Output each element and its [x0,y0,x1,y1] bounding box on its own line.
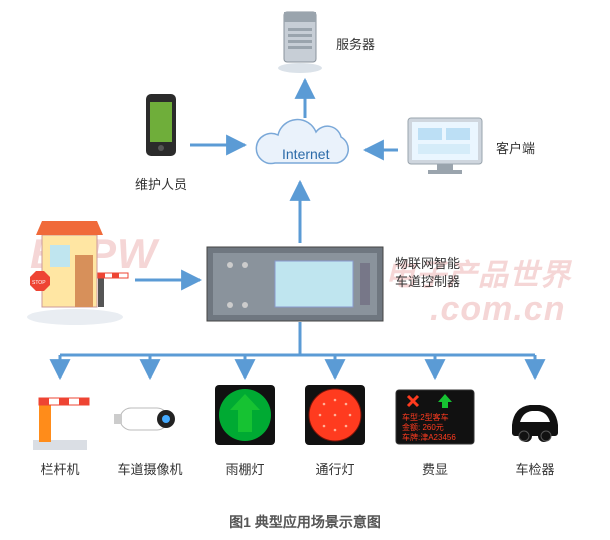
svg-text:车牌:津A23456: 车牌:津A23456 [402,432,456,442]
svg-text:金额: 260元: 金额: 260元 [402,422,444,432]
monitor-icon [400,112,490,177]
svg-text:STOP: STOP [32,280,46,286]
barrier-icon [25,380,95,455]
watermark-domain: .com.cn [430,290,565,329]
figure-caption: 图1 典型应用场景示意图 [0,512,610,532]
camera-label: 车道摄像机 [117,459,182,478]
server-node: 服务器 [270,8,330,78]
pass-light-label: 通行灯 [315,459,354,478]
client-label: 客户端 [496,138,535,157]
fee-display-icon: 车型:2型客车 金额: 260元 车牌:津A23456 [390,380,480,455]
barrier-label: 栏杆机 [40,459,79,478]
server-label: 服务器 [336,34,375,53]
client-node: 客户端 [400,112,490,177]
server-icon [270,8,330,78]
controller-label-l1: 物联网智能 车道控制器 [395,256,460,289]
shed-light-label: 雨棚灯 [225,459,264,478]
phone-label: 维护人员 [135,174,187,193]
pass-light-icon [300,380,370,455]
shed-light-icon [210,380,280,455]
cloud-label: Internet [282,146,329,162]
car-icon [500,380,570,455]
phone-node: 维护人员 [135,90,187,193]
barrier-node: 栏杆机 [25,380,95,478]
camera-node: 车道摄像机 [110,380,190,478]
detector-node: 车检器 [500,380,570,478]
controller-label: 物联网智能 车道控制器 [395,255,460,291]
phone-icon [136,90,186,170]
booth-icon: STOP [20,215,130,330]
controller-node [205,245,385,323]
cloud-node: Internet [250,118,360,178]
pass-light-node: 通行灯 [300,380,370,478]
detector-label: 车检器 [515,459,554,478]
controller-icon [205,245,385,323]
booth-node: STOP [20,215,130,330]
shed-light-node: 雨棚灯 [210,380,280,478]
fee-display-node: 车型:2型客车 金额: 260元 车牌:津A23456 费显 [390,380,480,478]
svg-text:车型:2型客车: 车型:2型客车 [402,412,449,422]
camera-icon [110,380,190,455]
fee-display-label: 费显 [422,459,448,478]
